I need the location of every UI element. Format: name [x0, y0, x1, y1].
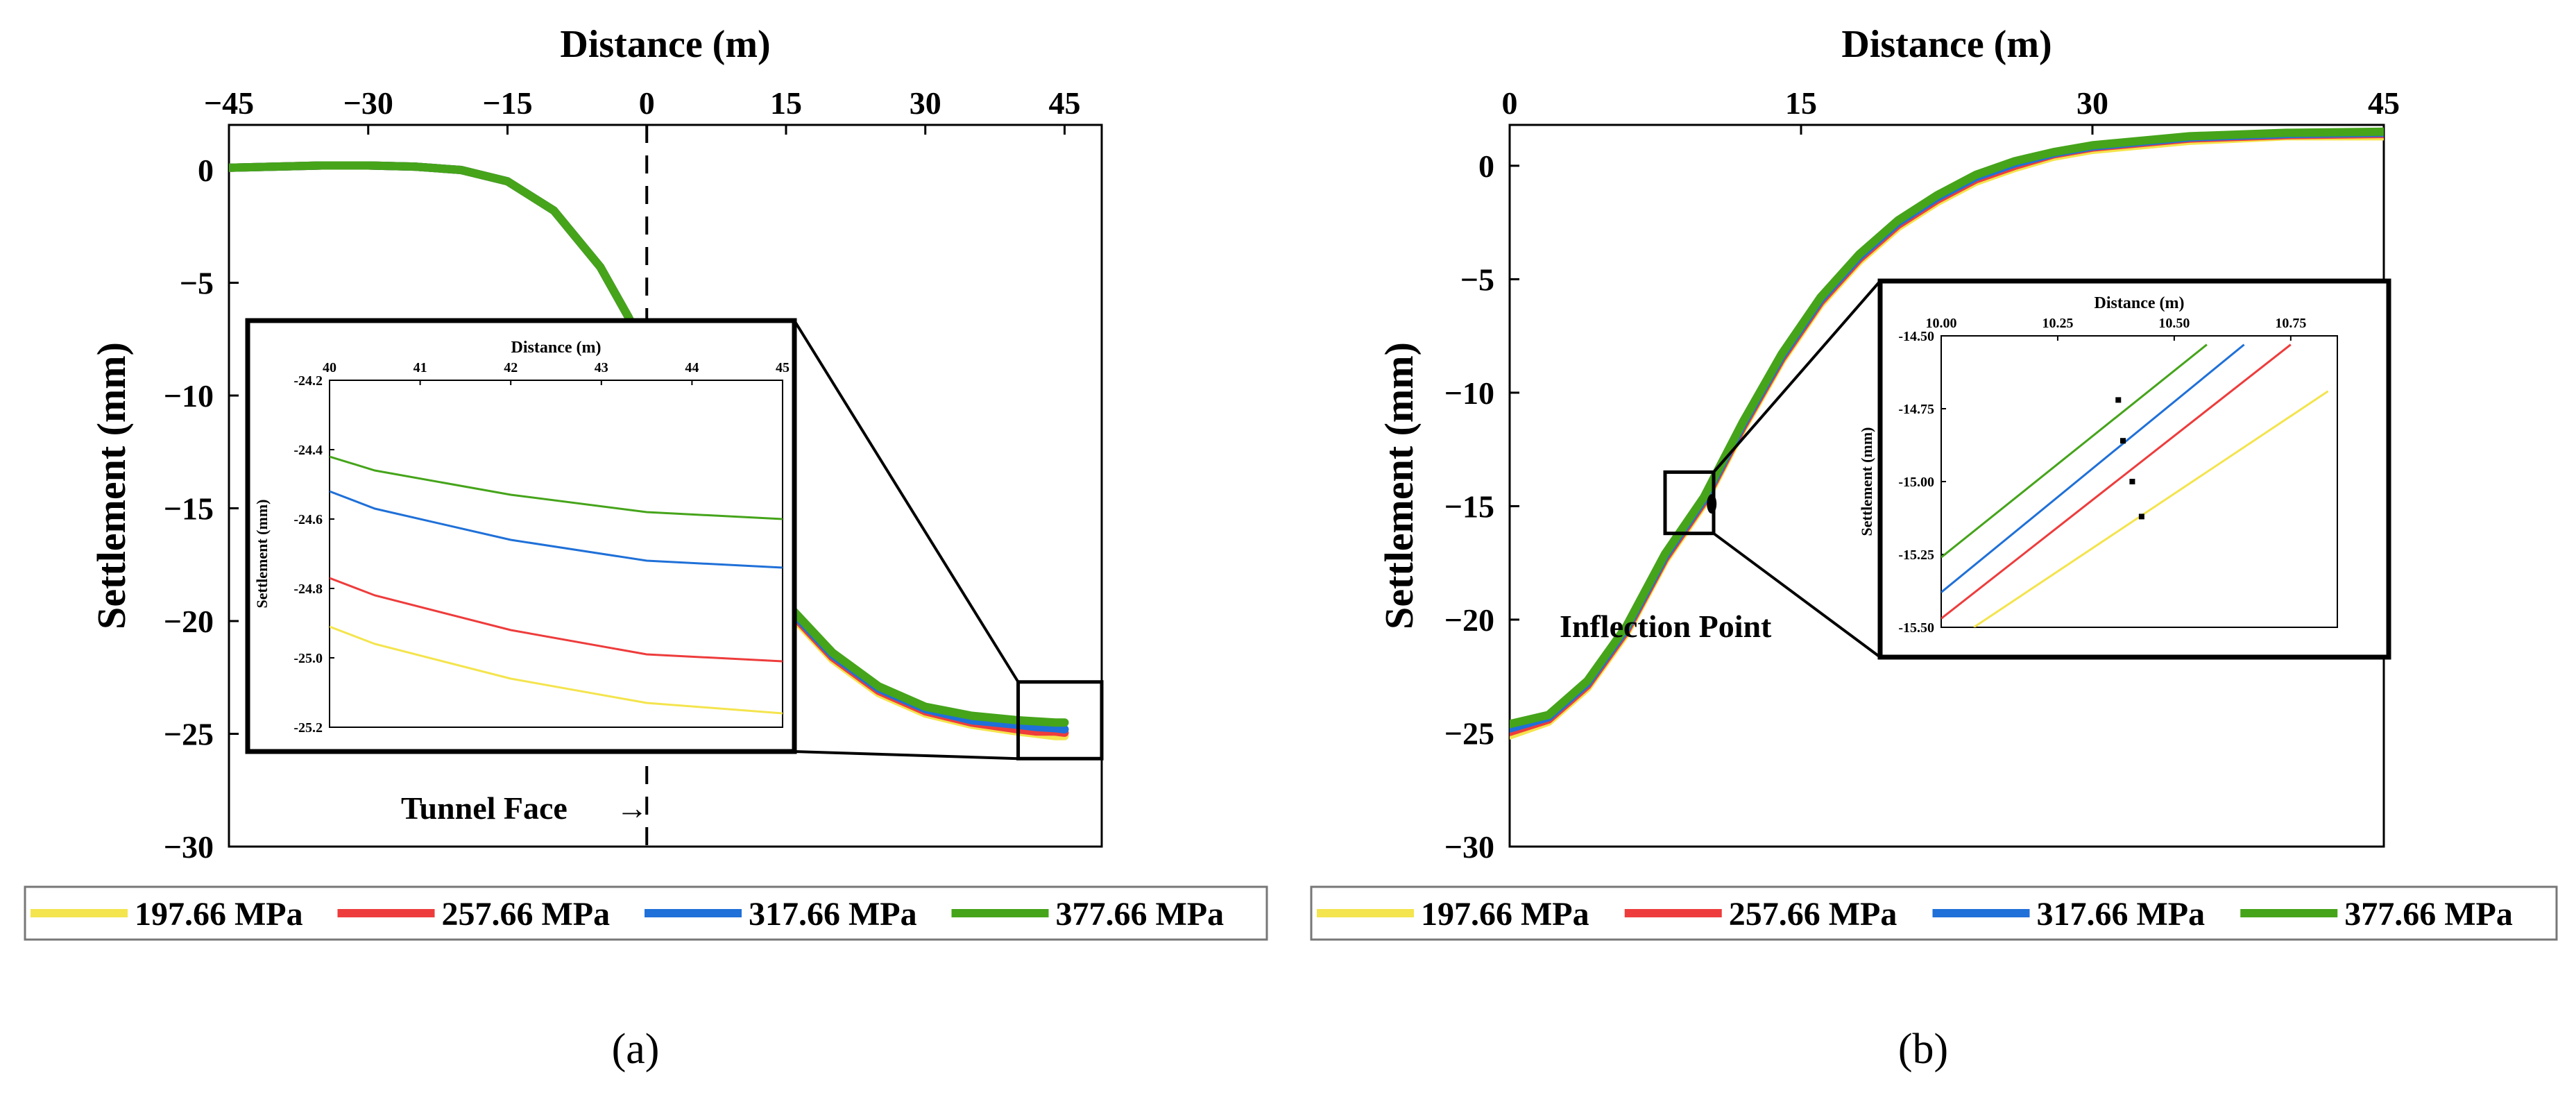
inset-x-tick-label: 43: [595, 360, 608, 375]
y-axis-title: Settlement (mm): [89, 342, 134, 629]
inset-series-line-19766: [330, 625, 783, 715]
inset-series-line-37766: [330, 455, 783, 520]
x-tick-label: −30: [343, 85, 393, 121]
inset-y-tick-label: -15.00: [1898, 475, 1934, 490]
y-tick-label: −20: [1444, 602, 1494, 638]
inset-series-line-19766: [1973, 390, 2329, 627]
y-tick-label: −10: [1444, 375, 1494, 411]
inset-y-tick-label: -24.2: [293, 373, 323, 389]
inset-x-tick-label: 10.50: [2158, 316, 2190, 331]
x-tick-label: −15: [482, 85, 532, 121]
inset-border: [1877, 278, 2391, 660]
inset-y-tick-label: -14.75: [1898, 402, 1934, 417]
y-tick-label: −30: [1444, 829, 1494, 865]
inset-series-line-31766: [1941, 343, 2245, 593]
y-tick-label: −10: [164, 378, 214, 414]
x-tick-label: 15: [770, 85, 802, 121]
panel-b: Distance (m) 0 15 30 45 0 −5 −10 −15 −20 −25 −30 Set…: [1310, 23, 2558, 1073]
x-tick-label: 15: [1785, 85, 1817, 121]
inset-x-tick-label: 10.75: [2275, 316, 2306, 331]
legend-b: 197.66 MPa 257.66 MPa 317.66 MPa 377.66 MPa: [1310, 885, 2558, 941]
y-tick-label: −5: [1460, 262, 1494, 297]
x-tick-label: 45: [2368, 85, 2400, 121]
inset-x-tick-label: 41: [413, 360, 427, 375]
plot-frame: [228, 124, 1103, 848]
x-tick-label: 30: [2076, 85, 2108, 121]
y-tick-label: −15: [1444, 489, 1494, 524]
inset-x-tick-label: 40: [323, 360, 336, 375]
x-tick-label: −45: [204, 85, 254, 121]
legend-label: 317.66 MPa: [749, 896, 917, 933]
inflection-point-marker: [2129, 479, 2135, 484]
y-tick-label: 0: [198, 153, 214, 188]
inset-series-line-25766: [1941, 343, 2292, 620]
x-tick-label: 45: [1048, 85, 1080, 121]
zoom-connector: [1712, 532, 1882, 659]
y-tick-label: −25: [1444, 715, 1494, 751]
x-axis-title: Distance (m): [1841, 23, 2052, 66]
legend-a: 197.66 MPa 257.66 MPa 317.66 MPa 377.66 MPa: [24, 885, 1268, 941]
inset-b: Distance (m) 10.00 10.25 10.50 10.75 -14.50 -1…: [1858, 278, 2391, 660]
inset-series-line-31766: [330, 490, 783, 569]
tunnel-face-label: Tunnel Face: [401, 790, 568, 826]
x-axis-title: Distance (m): [560, 23, 770, 66]
inset-frame: [329, 380, 783, 728]
series-line-37766: [1510, 127, 2384, 729]
zoom-connector: [794, 750, 1018, 761]
inset-y-tick-label: -15.50: [1898, 620, 1934, 636]
panel-a: Distance (m) −45 −30 −15 0 15 30 45 0 −5 −10 −15 −20…: [24, 23, 1268, 1073]
inset-series-line-25766: [330, 577, 783, 663]
y-tick-label: −15: [164, 491, 214, 527]
panel-caption: (b): [1898, 1026, 1948, 1073]
x-tick-label: 0: [639, 85, 655, 121]
inflection-point-marker: [2115, 397, 2122, 403]
legend-label: 317.66 MPa: [2037, 896, 2206, 933]
inflection-point-marker: [2119, 438, 2126, 444]
inset-x-title: Distance (m): [511, 339, 602, 357]
inset-y-tick-label: -25.2: [293, 720, 323, 736]
inset-y-tick-label: -14.50: [1898, 329, 1934, 344]
inflection-point-marker-main: [1707, 494, 1717, 514]
inset-series-line-37766: [1941, 343, 2208, 559]
zoom-connector: [1712, 280, 1882, 473]
inset-a: Distance (m) 40 41 42 43 44 45 -24.2 -24.4 -24.6 -…: [245, 318, 797, 754]
inset-y-title: Settlement (mm): [1858, 427, 1875, 536]
legend-label: 257.66 MPa: [1729, 896, 1897, 933]
y-axis-title: Settlement (mm): [1376, 342, 1422, 629]
zoom-connector: [793, 319, 1020, 683]
inset-x-tick-label: 10.25: [2042, 316, 2073, 331]
legend-label: 377.66 MPa: [2344, 896, 2513, 933]
inset-y-tick-label: -24.4: [293, 443, 323, 458]
legend-label: 377.66 MPa: [1056, 896, 1225, 933]
y-tick-label: −5: [180, 266, 214, 301]
legend-label: 197.66 MPa: [135, 896, 303, 933]
inset-y-tick-label: -24.6: [293, 512, 323, 527]
y-tick-label: −20: [164, 604, 214, 639]
inflection-label: Inflection Point: [1560, 609, 1772, 644]
inset-y-title: Settlement (mm): [253, 500, 271, 609]
x-tick-label: 0: [1502, 85, 1518, 121]
legend-label: 257.66 MPa: [442, 896, 611, 933]
tunnel-face-arrow: →: [616, 790, 648, 826]
y-tick-label: 0: [1478, 148, 1494, 184]
inset-x-tick-label: 44: [685, 360, 699, 375]
inset-y-tick-label: -15.25: [1898, 548, 1934, 563]
inflection-point-marker: [2138, 513, 2144, 520]
y-tick-label: −25: [164, 717, 214, 752]
inset-x-tick-label: 45: [776, 360, 790, 375]
y-tick-label: −30: [164, 829, 214, 865]
inset-y-tick-label: -25.0: [293, 651, 323, 666]
panel-caption: (a): [612, 1026, 660, 1073]
inset-x-tick-label: 42: [504, 360, 518, 375]
x-tick-label: 30: [910, 85, 941, 121]
legend-label: 197.66 MPa: [1421, 896, 1589, 933]
inset-x-tick-label: 10.00: [1926, 316, 1957, 331]
inset-y-tick-label: -24.8: [293, 582, 323, 597]
inset-x-title: Distance (m): [2095, 294, 2185, 312]
zoom-box: [1016, 680, 1104, 761]
